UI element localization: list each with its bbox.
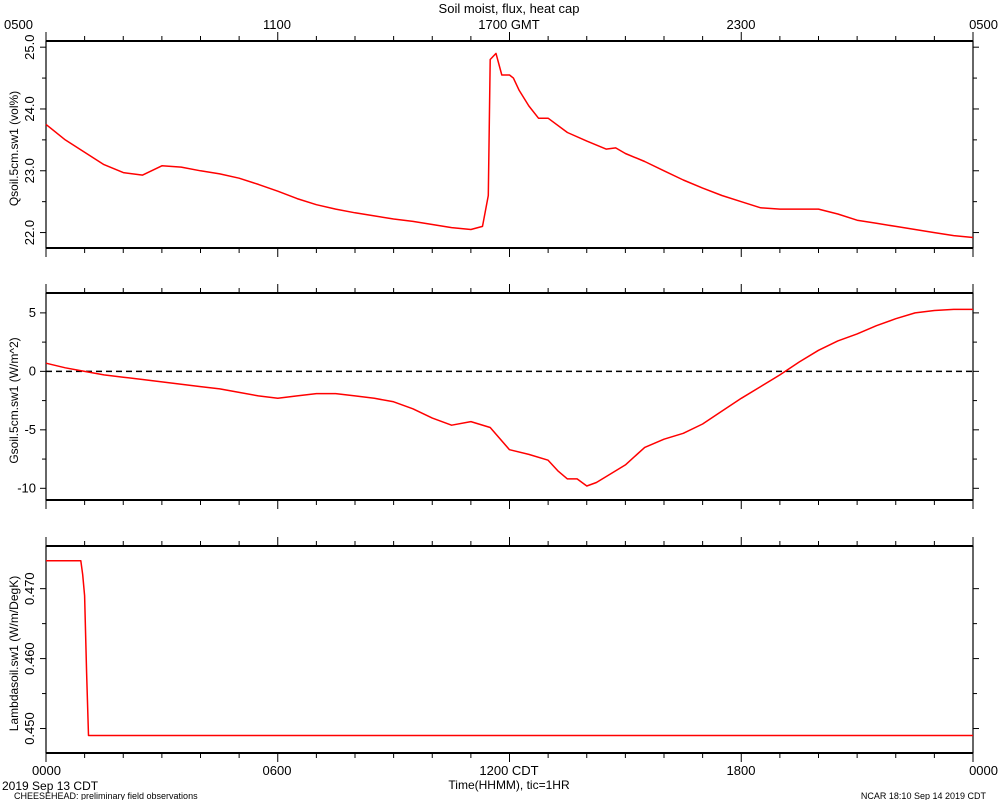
y-axis-label: Lambdasoil.sw1 (W/m/DegK) [7, 576, 21, 731]
top-tick-label: 1100 [263, 17, 291, 32]
y-tick-label: 25.0 [22, 35, 37, 60]
series-line [46, 559, 973, 737]
bottom-tick-label: 1800 [727, 763, 756, 778]
y-tick-label: 0 [29, 363, 36, 378]
top-axis-labels: 0500 1100 1700 GMT 2300 0500 [4, 17, 998, 32]
bottom-tick-label: 0000 [32, 763, 61, 778]
y-tick-label: 0.470 [22, 572, 37, 605]
y-tick-label: 5 [29, 305, 36, 320]
y-tick-label: 24.0 [22, 96, 37, 121]
top-tick-label: 0500 [969, 17, 998, 32]
y-tick-label: 0.450 [22, 712, 37, 745]
project-label: CHEESEHEAD: preliminary field observatio… [14, 791, 198, 800]
y-tick-label: 22.0 [22, 220, 37, 245]
x-axis-title: Time(HHMM), tic=1HR [448, 778, 570, 792]
top-tick-label: 2300 [727, 17, 756, 32]
chart-panel-2: -10 -5 0 5 Gsoil.5cm.sw1 (W/m^2) [7, 284, 979, 509]
bottom-axis-labels: 0000 0600 1200 CDT 1800 0000 [32, 763, 998, 778]
y-tick-label: 0.460 [22, 642, 37, 675]
series-line [45, 52, 974, 239]
figure-title: Soil moist, flux, heat cap [439, 1, 580, 16]
date-label: 2019 Sep 13 CDT [2, 779, 99, 793]
top-tick-label: 0500 [4, 17, 33, 32]
series-line [45, 308, 973, 487]
y-axis-label: Gsoil.5cm.sw1 (W/m^2) [7, 337, 21, 463]
top-tick-label: 1700 GMT [478, 17, 539, 32]
y-tick-label: -5 [24, 422, 36, 437]
bottom-tick-label: 0000 [969, 763, 998, 778]
bottom-tick-label: 0600 [263, 763, 292, 778]
y-tick-label: 23.0 [22, 158, 37, 183]
timestamp-label: NCAR 18:10 Sep 14 2019 CDT [861, 791, 987, 800]
chart-panel-1: 22.0 23.0 24.0 25.0 Qsoil.5cm.sw1 (vol%) [7, 32, 979, 257]
y-tick-label: -10 [17, 480, 36, 495]
y-axis-label: Qsoil.5cm.sw1 (vol%) [7, 91, 21, 206]
bottom-tick-label: 1200 CDT [479, 763, 538, 778]
